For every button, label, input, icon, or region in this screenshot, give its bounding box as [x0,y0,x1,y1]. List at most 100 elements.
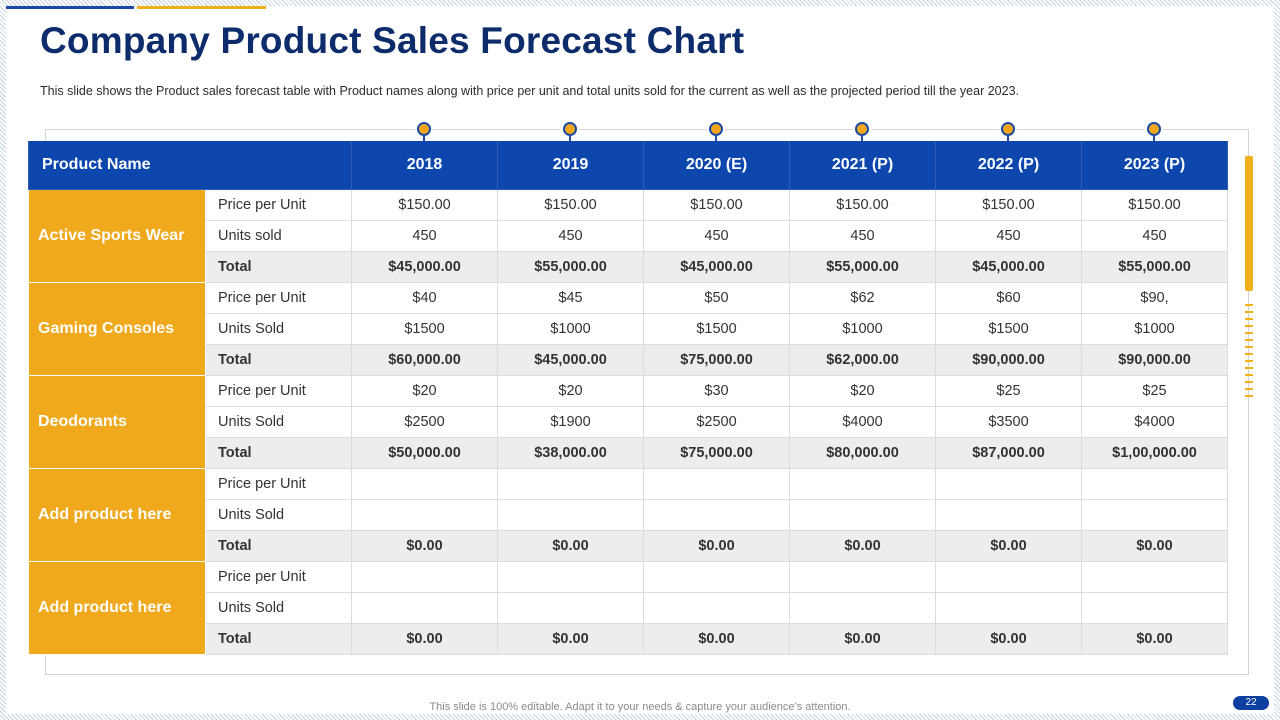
value-cell: $150.00 [643,189,790,221]
table-header-row: Product Name 2018 2019 2020 (E) 2021 (P)… [28,141,1228,190]
value-cell [1081,561,1228,593]
total-row: Total $50,000.00 $38,000.00 $75,000.00 $80,0… [29,437,1228,469]
header-year: 2023 (P) [1081,141,1228,190]
value-cell: $150.00 [1081,189,1228,221]
timeline-pin-icon [417,122,431,143]
value-cell [643,499,790,531]
value-cell: $1500 [935,313,1082,345]
value-cell [935,468,1082,500]
value-cell: $2500 [351,406,498,438]
value-cell [789,561,936,593]
timeline-pin-icon [1147,122,1161,143]
value-cell [351,468,498,500]
scrollbar[interactable] [1245,156,1253,400]
product-name-cell: Gaming Consoles [28,282,206,376]
metric-label: Total [205,251,352,283]
value-cell: $0.00 [643,530,790,562]
value-cell: $55,000.00 [789,251,936,283]
value-cell: $1900 [497,406,644,438]
value-cell: $60 [935,282,1082,314]
value-cell: $150.00 [935,189,1082,221]
value-cell: $0.00 [351,623,498,655]
header-year: 2022 (P) [935,141,1082,190]
scrollbar-thumb[interactable] [1245,156,1253,291]
metric-label: Units Sold [205,406,352,438]
value-cell: $62 [789,282,936,314]
value-cell: 450 [643,220,790,252]
value-cell: $55,000.00 [1081,251,1228,283]
total-row: Total $60,000.00 $45,000.00 $75,000.00 $62,0… [29,344,1228,376]
value-cell: $25 [935,375,1082,407]
value-cell: $2500 [643,406,790,438]
value-cell: $20 [351,375,498,407]
value-cell: $1000 [497,313,644,345]
metric-label: Total [205,623,352,655]
value-cell: $55,000.00 [497,251,644,283]
value-cell: $90, [1081,282,1228,314]
value-cell: $0.00 [935,530,1082,562]
value-cell: $45,000.00 [643,251,790,283]
value-cell: 450 [1081,220,1228,252]
top-accent-bar-blue [6,6,134,9]
metric-label: Price per Unit [205,375,352,407]
metric-label: Total [205,344,352,376]
value-cell [497,468,644,500]
value-cell: $0.00 [935,623,1082,655]
table-body: Active Sports Wear Price per Unit $150.00 $… [28,189,1228,655]
value-cell: $1,00,000.00 [1081,437,1228,469]
value-cell: $3500 [935,406,1082,438]
value-cell: $75,000.00 [643,344,790,376]
value-cell: $25 [1081,375,1228,407]
value-cell: $4000 [789,406,936,438]
total-row: Total $45,000.00 $55,000.00 $45,000.00 $55,0… [29,251,1228,283]
metric-label: Units sold [205,220,352,252]
value-cell: 450 [789,220,936,252]
slide: Company Product Sales Forecast Chart Thi… [6,6,1274,714]
value-cell: $80,000.00 [789,437,936,469]
metric-label: Price per Unit [205,561,352,593]
product-name-cell: Add product here [28,468,206,562]
metric-label: Units Sold [205,499,352,531]
timeline-pin-icon [855,122,869,143]
sales-forecast-table: Product Name 2018 2019 2020 (E) 2021 (P)… [28,141,1228,655]
value-cell [351,499,498,531]
table-row: Add product here Price per Unit [28,561,1228,655]
value-cell: $150.00 [497,189,644,221]
value-cell [351,592,498,624]
value-cell: $0.00 [1081,623,1228,655]
value-cell: $1500 [351,313,498,345]
value-cell: $0.00 [497,530,644,562]
page-title: Company Product Sales Forecast Chart [40,20,745,61]
table-row: Deodorants Price per Unit $20 $20 $30 $20 $25 $… [28,375,1228,469]
table-row: Add product here Price per Unit [28,468,1228,562]
value-cell: $0.00 [351,530,498,562]
value-cell [935,592,1082,624]
value-cell: $75,000.00 [643,437,790,469]
value-cell [643,561,790,593]
value-cell: 450 [935,220,1082,252]
table-row: Gaming Consoles Price per Unit $40 $45 $50 $6… [28,282,1228,376]
page-number-badge: 22 [1233,696,1269,710]
scrollbar-ticks [1245,304,1253,398]
value-cell: $90,000.00 [1081,344,1228,376]
metric-label: Total [205,437,352,469]
total-row: Total $0.00 $0.00 $0.00 $0.00 $0.00 $0.00 [29,530,1228,562]
value-cell: $90,000.00 [935,344,1082,376]
value-cell [1081,468,1228,500]
metric-label: Units Sold [205,592,352,624]
page-subtitle: This slide shows the Product sales forec… [40,84,1019,98]
value-cell: $45,000.00 [351,251,498,283]
footer-note: This slide is 100% editable. Adapt it to… [429,701,851,713]
table-row: Units Sold $2500 $1900 $2500 $4000 $3500 $4000 [29,406,1228,438]
product-name-cell: Deodorants [28,375,206,469]
value-cell [1081,592,1228,624]
metric-label: Price per Unit [205,468,352,500]
table-row: Units Sold [29,592,1228,624]
value-cell [351,561,498,593]
timeline-pin-icon [709,122,723,143]
value-cell [643,468,790,500]
value-cell: $87,000.00 [935,437,1082,469]
value-cell: $20 [789,375,936,407]
table-row: Units Sold $1500 $1000 $1500 $1000 $1500 $1000 [29,313,1228,345]
value-cell: $20 [497,375,644,407]
